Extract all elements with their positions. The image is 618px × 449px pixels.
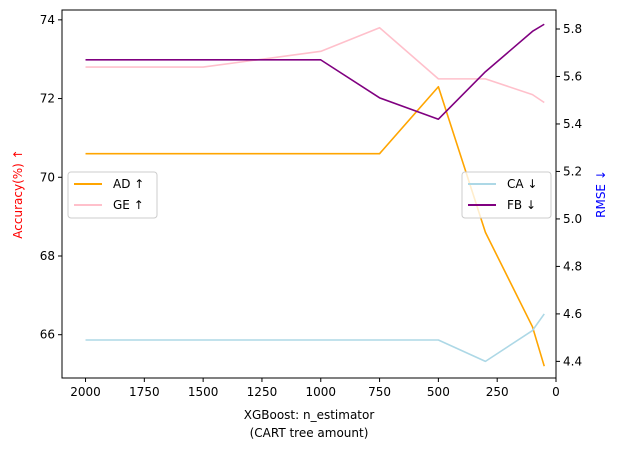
legend-label-ge: GE ↑ [113,198,144,212]
left-tick-label: 66 [40,328,55,342]
x-tick-label: 1500 [188,385,219,399]
left-axis-title: Accuracy(%) ↑ [11,149,25,238]
series-line-ge [85,26,545,104]
series-line-fb [85,23,545,121]
right-axis-ticks: 4.4 4.6 4.8 5.0 5.2 5.4 5.6 5.8 [556,22,582,368]
x-tick-label: 1000 [305,385,336,399]
plot-frame [61,9,557,379]
series-layer [85,23,546,367]
left-tick-label: 68 [40,249,55,263]
right-tick-label: 5.2 [563,164,582,178]
legend-right: CA ↓ FB ↓ [461,171,552,219]
left-axis-ticks: 66 68 70 72 74 [40,13,62,342]
x-tick-label: 750 [368,385,391,399]
x-axis-ticks: 2000 1750 1500 1250 1000 750 500 250 0 [70,378,560,399]
x-tick-label: 1750 [129,385,160,399]
right-tick-label: 5.4 [563,117,582,131]
left-tick-label: 70 [40,170,55,184]
x-axis-title-line2: (CART tree amount) [250,426,369,440]
right-tick-label: 5.6 [563,69,582,83]
x-tick-label: 500 [427,385,450,399]
legend-label-ad: AD ↑ [113,177,144,191]
x-tick-label: 1250 [247,385,278,399]
x-tick-label: 0 [552,385,560,399]
series-line-ca [85,313,545,363]
right-axis-title: RMSE ↓ [594,170,608,218]
right-tick-label: 5.8 [563,22,582,36]
legend-label-fb: FB ↓ [507,198,536,212]
legend-label-ca: CA ↓ [507,177,537,191]
x-axis-title-line1: XGBoost: n_estimator [244,408,375,422]
right-tick-label: 4.4 [563,354,582,368]
left-tick-label: 72 [40,92,55,106]
right-tick-label: 5.0 [563,212,582,226]
legend-left: AD ↑ GE ↑ [67,171,158,219]
right-tick-label: 4.6 [563,307,582,321]
x-tick-label: 2000 [70,385,101,399]
x-tick-label: 250 [486,385,509,399]
left-tick-label: 74 [40,13,55,27]
series-line-ad [85,85,546,367]
right-tick-label: 4.8 [563,259,582,273]
